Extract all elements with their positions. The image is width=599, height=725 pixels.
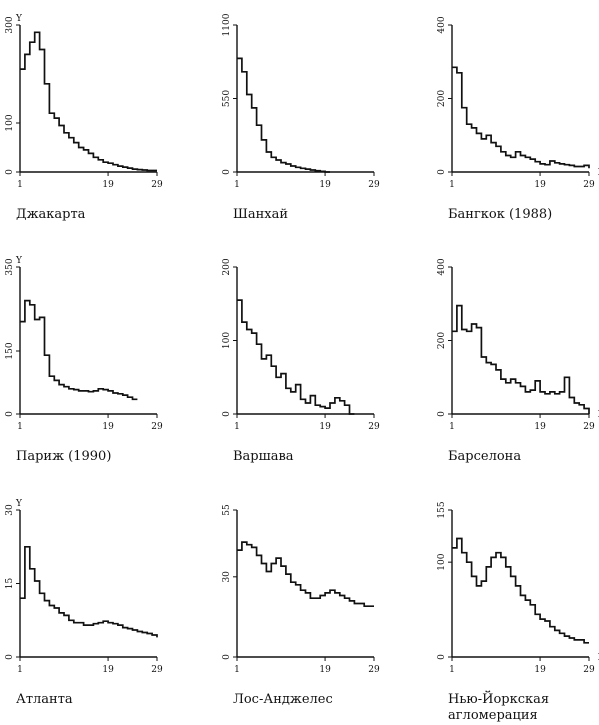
x-tick-label: 1 <box>449 422 455 432</box>
y-tick-label: 0 <box>437 654 447 660</box>
y-tick-label: 30 <box>222 571 232 583</box>
y-tick-label: 350 <box>5 258 15 275</box>
chart-panel: 1 19 29 0 15 30Y Атланта <box>5 499 163 707</box>
y-tick-label: 100 <box>437 553 447 570</box>
y-tick-label: 0 <box>222 411 232 417</box>
chart-panel: 1 19 29 0 30 55 Лос-Анджелес <box>222 504 380 707</box>
y-tick-label: 200 <box>222 258 232 275</box>
chart-panel: 119290200400XБарселона <box>437 258 599 464</box>
chart-title: Шанхай <box>233 207 288 222</box>
series-step-line <box>237 57 330 173</box>
y-tick-label: 0 <box>437 169 447 175</box>
y-tick-label: 30 <box>5 504 15 516</box>
x-tick-label: 29 <box>583 422 595 432</box>
y-axis-label: Y <box>15 499 23 509</box>
y-tick-label: 0 <box>222 654 232 660</box>
x-tick-label: 19 <box>534 180 546 190</box>
series-step-line <box>452 66 590 169</box>
y-tick-label: 0 <box>222 169 232 175</box>
x-tick-label: 29 <box>368 665 380 675</box>
y-tick-label: 55 <box>222 504 232 516</box>
y-tick-label: 1100 <box>222 13 232 36</box>
x-tick-label: 29 <box>583 180 595 190</box>
chart-title: Атланта <box>16 692 73 707</box>
x-tick-label: 19 <box>534 422 546 432</box>
y-tick-label: 550 <box>222 90 232 107</box>
series-step-line <box>237 299 355 415</box>
series-step-line <box>452 537 589 644</box>
x-tick-label: 19 <box>102 180 114 190</box>
chart-title: Варшава <box>233 449 294 464</box>
x-tick-label: 29 <box>151 180 163 190</box>
y-tick-label: 100 <box>5 114 15 131</box>
y-tick-label: 155 <box>437 501 447 518</box>
y-tick-label: 0 <box>5 411 15 417</box>
x-tick-label: 1 <box>449 180 455 190</box>
y-tick-label: 15 <box>5 578 15 590</box>
x-tick-label: 29 <box>368 180 380 190</box>
x-tick-label: 1 <box>17 180 23 190</box>
x-tick-label: 1 <box>234 422 240 432</box>
y-tick-label: 150 <box>5 342 15 359</box>
series-step-line <box>20 545 158 638</box>
chart-title: Париж (1990) <box>16 449 111 464</box>
chart-panel: 119290200400XБангкок (1988) <box>437 16 599 222</box>
chart-title: Джакарта <box>16 207 86 222</box>
chart-panel: 1 19 29 0 550 1100 Шанхай <box>222 13 380 222</box>
x-tick-label: 1 <box>17 422 23 432</box>
y-tick-label: 400 <box>437 258 447 275</box>
x-tick-label: 19 <box>534 665 546 675</box>
chart-title: Бангкок (1988) <box>448 207 552 222</box>
y-axis-label: Y <box>15 256 23 266</box>
x-tick-label: 1 <box>449 665 455 675</box>
series-step-line <box>20 31 157 172</box>
y-tick-label: 300 <box>5 16 15 33</box>
y-tick-label: 0 <box>5 654 15 660</box>
y-tick-label: 200 <box>437 90 447 107</box>
x-tick-label: 1 <box>234 665 240 675</box>
x-tick-label: 1 <box>17 665 23 675</box>
y-tick-label: 0 <box>437 411 447 417</box>
chart-panel: 1 19 29 0 150 350 Y Париж (1990) <box>5 256 163 464</box>
chart-title: Нью-Йоркская агломерация <box>448 690 549 723</box>
x-tick-label: 29 <box>151 422 163 432</box>
chart-title: Лос-Анджелес <box>233 692 333 707</box>
x-tick-label: 29 <box>368 422 380 432</box>
y-axis-label: Y <box>15 14 23 24</box>
x-tick-label: 29 <box>151 665 163 675</box>
y-tick-label: 0 <box>5 169 15 175</box>
y-tick-label: 400 <box>437 16 447 33</box>
chart-panel: 1 19 29 0 100 200 Варшава <box>222 258 380 464</box>
chart-title: Барселона <box>448 449 521 464</box>
x-tick-label: 19 <box>319 422 331 432</box>
series-step-line <box>452 304 590 414</box>
x-tick-label: 19 <box>319 180 331 190</box>
x-tick-label: 19 <box>102 422 114 432</box>
y-tick-label: 100 <box>222 332 232 349</box>
x-tick-label: 19 <box>319 665 331 675</box>
x-tick-label: 29 <box>583 665 595 675</box>
series-step-line <box>237 541 374 608</box>
series-step-line <box>20 299 138 401</box>
x-tick-label: 1 <box>234 180 240 190</box>
x-tick-label: 19 <box>102 665 114 675</box>
chart-panel: 1 19 29 0 100 300 Y Джакарта <box>5 14 163 222</box>
y-tick-label: 200 <box>437 332 447 349</box>
